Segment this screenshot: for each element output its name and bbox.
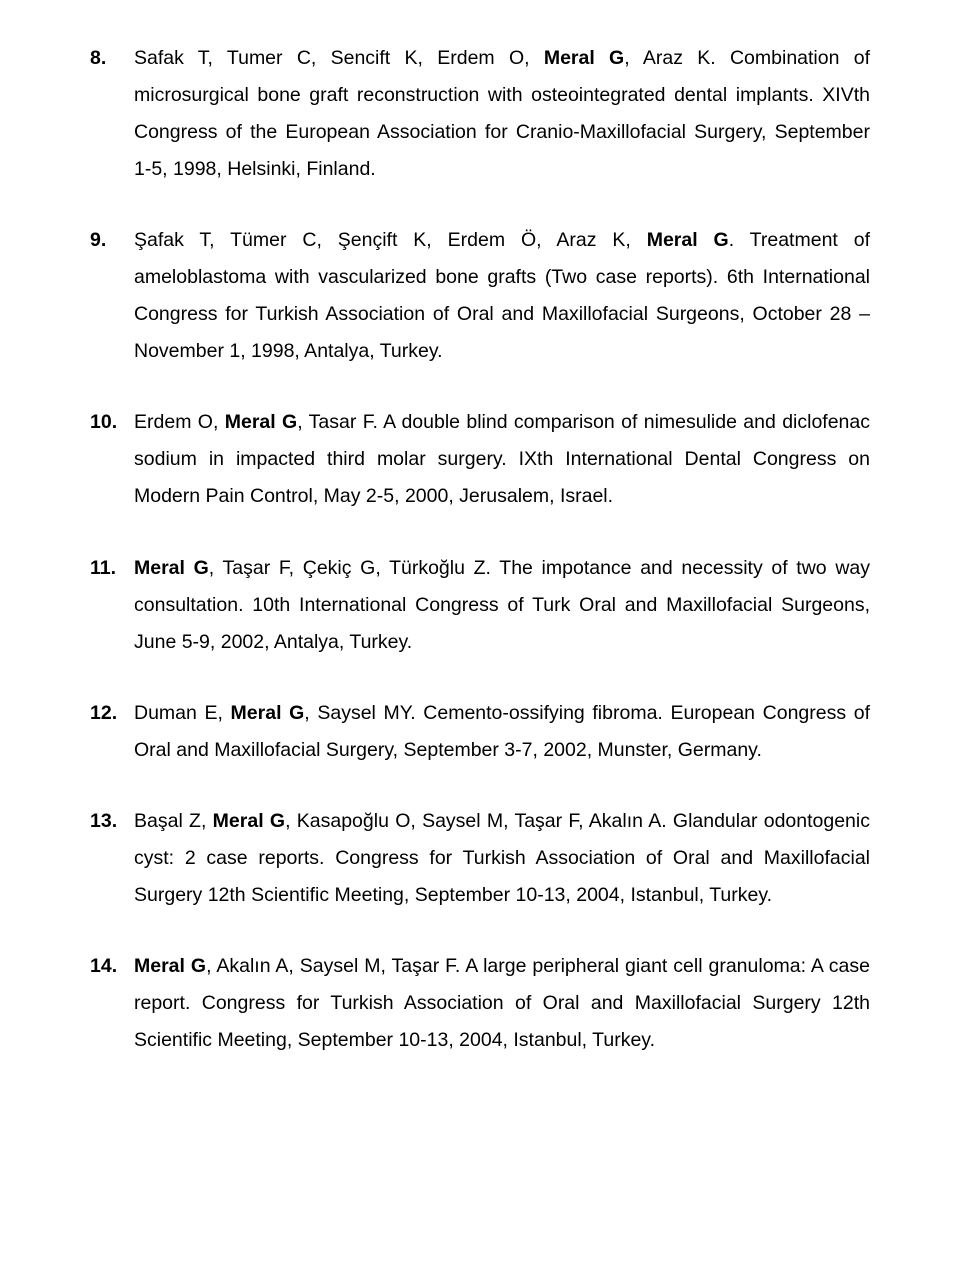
text-run: Şafak T, Tümer C, Şençift K, Erdem Ö, Ar…	[134, 229, 647, 251]
text-run: , Akalın A, Saysel M, Taşar F. A large p…	[134, 955, 870, 1051]
reference-text: Başal Z, Meral G, Kasapoğlu O, Saysel M,…	[134, 803, 870, 914]
reference-item: 14.Meral G, Akalın A, Saysel M, Taşar F.…	[90, 948, 870, 1059]
reference-item: 8.Safak T, Tumer C, Sencift K, Erdem O, …	[90, 40, 870, 188]
reference-text: Safak T, Tumer C, Sencift K, Erdem O, Me…	[134, 40, 870, 188]
document-page: 8.Safak T, Tumer C, Sencift K, Erdem O, …	[0, 0, 960, 1133]
reference-text: Şafak T, Tümer C, Şençift K, Erdem Ö, Ar…	[134, 222, 870, 370]
reference-list: 8.Safak T, Tumer C, Sencift K, Erdem O, …	[90, 40, 870, 1059]
bold-name: Meral G	[225, 411, 297, 433]
text-run: , Taşar F, Çekiç G, Türkoğlu Z. The impo…	[134, 557, 870, 653]
reference-item: 9.Şafak T, Tümer C, Şençift K, Erdem Ö, …	[90, 222, 870, 370]
reference-item: 10.Erdem O, Meral G, Tasar F. A double b…	[90, 404, 870, 515]
text-run: Başal Z,	[134, 810, 213, 832]
reference-text: Duman E, Meral G, Saysel MY. Cemento-oss…	[134, 695, 870, 769]
reference-number: 8.	[90, 40, 134, 188]
reference-number: 10.	[90, 404, 134, 515]
reference-number: 11.	[90, 550, 134, 661]
bold-name: Meral G	[134, 557, 209, 579]
reference-number: 14.	[90, 948, 134, 1059]
text-run: Erdem O,	[134, 411, 225, 433]
bold-name: Meral G	[134, 955, 206, 977]
bold-name: Meral G	[213, 810, 285, 832]
bold-name: Meral G	[647, 229, 729, 251]
reference-number: 13.	[90, 803, 134, 914]
reference-item: 13.Başal Z, Meral G, Kasapoğlu O, Saysel…	[90, 803, 870, 914]
text-run: Duman E,	[134, 702, 231, 724]
bold-name: Meral G	[231, 702, 305, 724]
reference-text: Meral G, Taşar F, Çekiç G, Türkoğlu Z. T…	[134, 550, 870, 661]
reference-number: 12.	[90, 695, 134, 769]
text-run: Safak T, Tumer C, Sencift K, Erdem O,	[134, 47, 544, 69]
reference-item: 12.Duman E, Meral G, Saysel MY. Cemento-…	[90, 695, 870, 769]
reference-item: 11.Meral G, Taşar F, Çekiç G, Türkoğlu Z…	[90, 550, 870, 661]
reference-text: Erdem O, Meral G, Tasar F. A double blin…	[134, 404, 870, 515]
reference-number: 9.	[90, 222, 134, 370]
bold-name: Meral G	[544, 47, 624, 69]
reference-text: Meral G, Akalın A, Saysel M, Taşar F. A …	[134, 948, 870, 1059]
